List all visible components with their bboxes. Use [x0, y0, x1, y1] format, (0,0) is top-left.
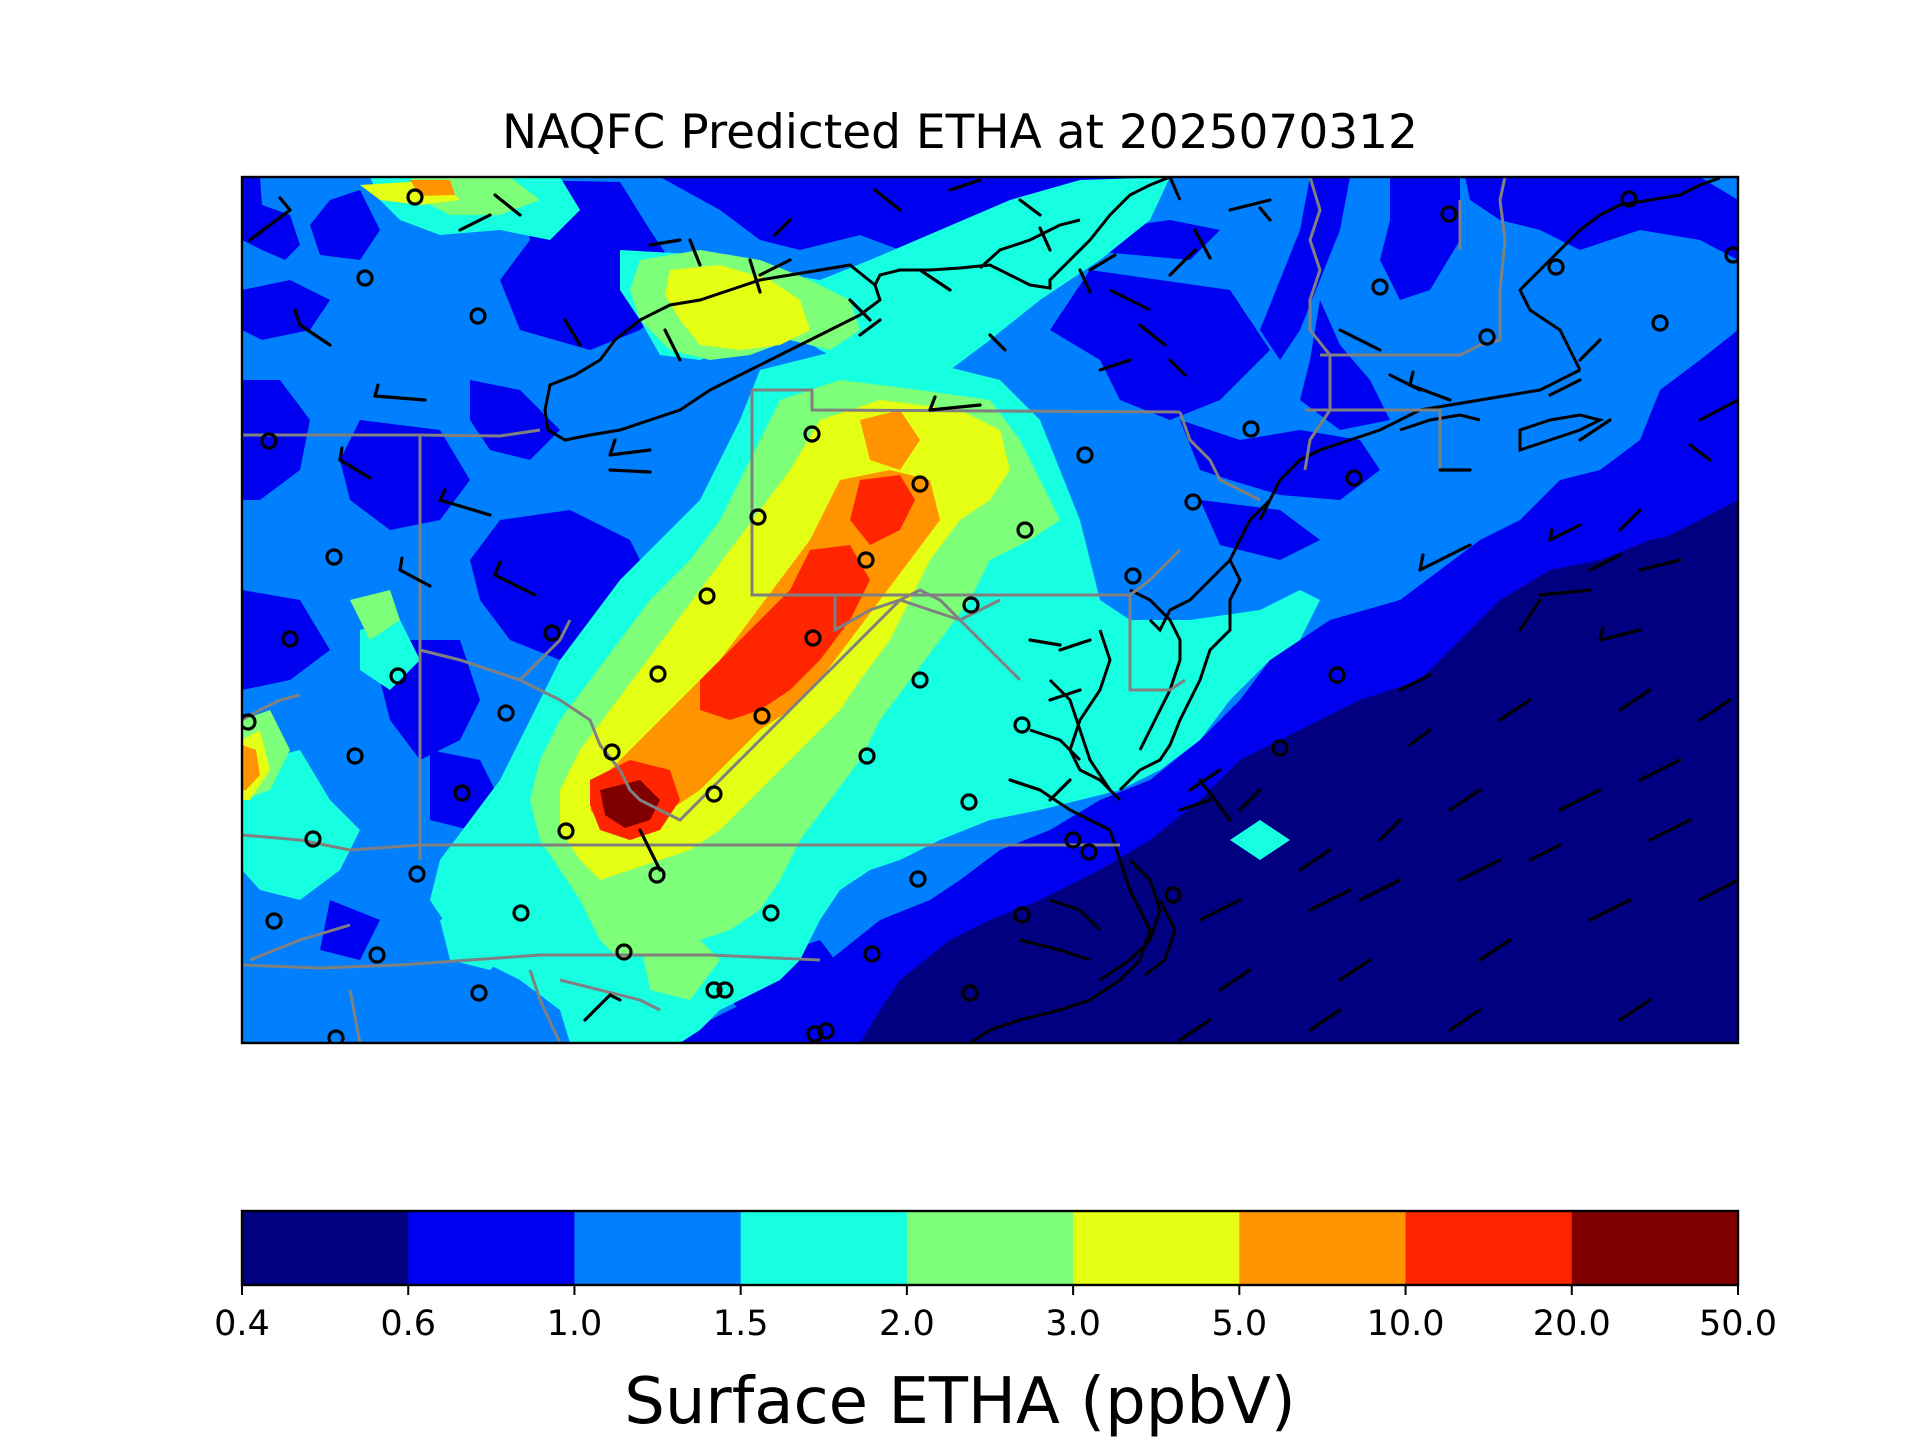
colorbar-label: Surface ETHA (ppbV)	[624, 1365, 1296, 1439]
coastlines	[543, 177, 1721, 1043]
colorbar: 0.4 0.6 1.0 1.5 2.0 3.0 5.0 10.0 20.0 50.0	[214, 1209, 1777, 1344]
colorbar-segment-4	[906, 1211, 1074, 1285]
colorbar-tick-label: 1.0	[547, 1304, 603, 1344]
colorbar-tick-label: 0.4	[214, 1304, 270, 1344]
colorbar-segment-0	[242, 1211, 409, 1285]
colorbar-tick-label: 10.0	[1367, 1304, 1445, 1344]
colorbar-tick-label: 1.5	[713, 1304, 769, 1344]
field-level-20.0-50.0	[600, 780, 660, 828]
colorbar-segment-8	[1571, 1211, 1739, 1285]
colorbar-segment-2	[574, 1211, 742, 1285]
field-level-0.4-0.6	[860, 500, 1738, 1043]
colorbar-segment-5	[1073, 1211, 1240, 1285]
wind-barbs	[248, 178, 1738, 1042]
concentration-field	[242, 177, 1738, 1043]
colorbar-tick-label: 5.0	[1211, 1304, 1267, 1344]
colorbar-frame	[240, 1209, 1740, 1287]
colorbar-tick-label: 0.6	[380, 1304, 436, 1344]
colorbar-tick-label: 2.0	[879, 1304, 935, 1344]
colorbar-tick-label: 50.0	[1699, 1304, 1777, 1344]
colorbar-tick-label: 3.0	[1045, 1304, 1101, 1344]
colorbar-segment-7	[1405, 1211, 1573, 1285]
colorbar-segment-1	[408, 1211, 575, 1285]
colorbar-segment-6	[1239, 1211, 1407, 1285]
colorbar-tick-label: 20.0	[1533, 1304, 1611, 1344]
colorbar-segment-3	[740, 1211, 908, 1285]
figure-title: NAQFC Predicted ETHA at 2025070312	[502, 105, 1418, 160]
map-frame	[240, 175, 1740, 1045]
site-markers	[242, 188, 1738, 1043]
